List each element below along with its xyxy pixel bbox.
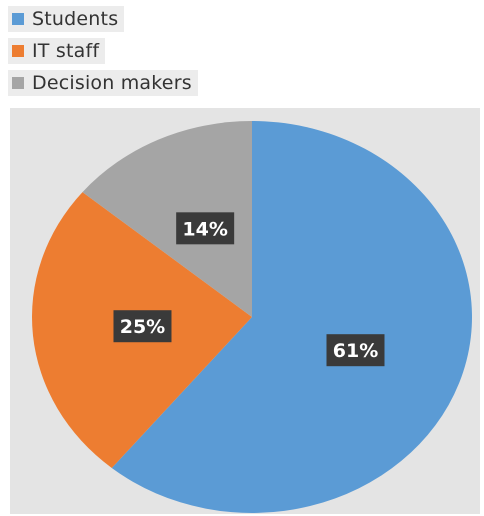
legend-label-it-staff: IT staff xyxy=(32,40,100,62)
legend-label-decision-makers: Decision makers xyxy=(32,72,192,94)
legend-item-students: Students xyxy=(8,6,125,32)
legend-item-decision-makers: Decision makers xyxy=(8,70,198,96)
legend-item-it-staff: IT staff xyxy=(8,38,106,64)
data-label-box-students xyxy=(326,334,385,367)
legend-swatch-decision-makers xyxy=(12,77,24,89)
legend: Students IT staff Decision makers xyxy=(8,6,198,102)
pie-slice-decision-makers xyxy=(82,121,252,317)
data-label-box-decision-makers xyxy=(176,212,235,245)
data-label-it-staff: 25% xyxy=(120,316,165,338)
data-label-box-it-staff xyxy=(113,310,172,343)
legend-label-students: Students xyxy=(32,8,119,30)
data-label-students: 61% xyxy=(333,340,378,362)
pie-slice-students xyxy=(111,121,473,513)
data-label-decision-makers: 14% xyxy=(182,218,227,240)
legend-swatch-students xyxy=(12,13,24,25)
legend-swatch-it-staff xyxy=(12,45,24,57)
